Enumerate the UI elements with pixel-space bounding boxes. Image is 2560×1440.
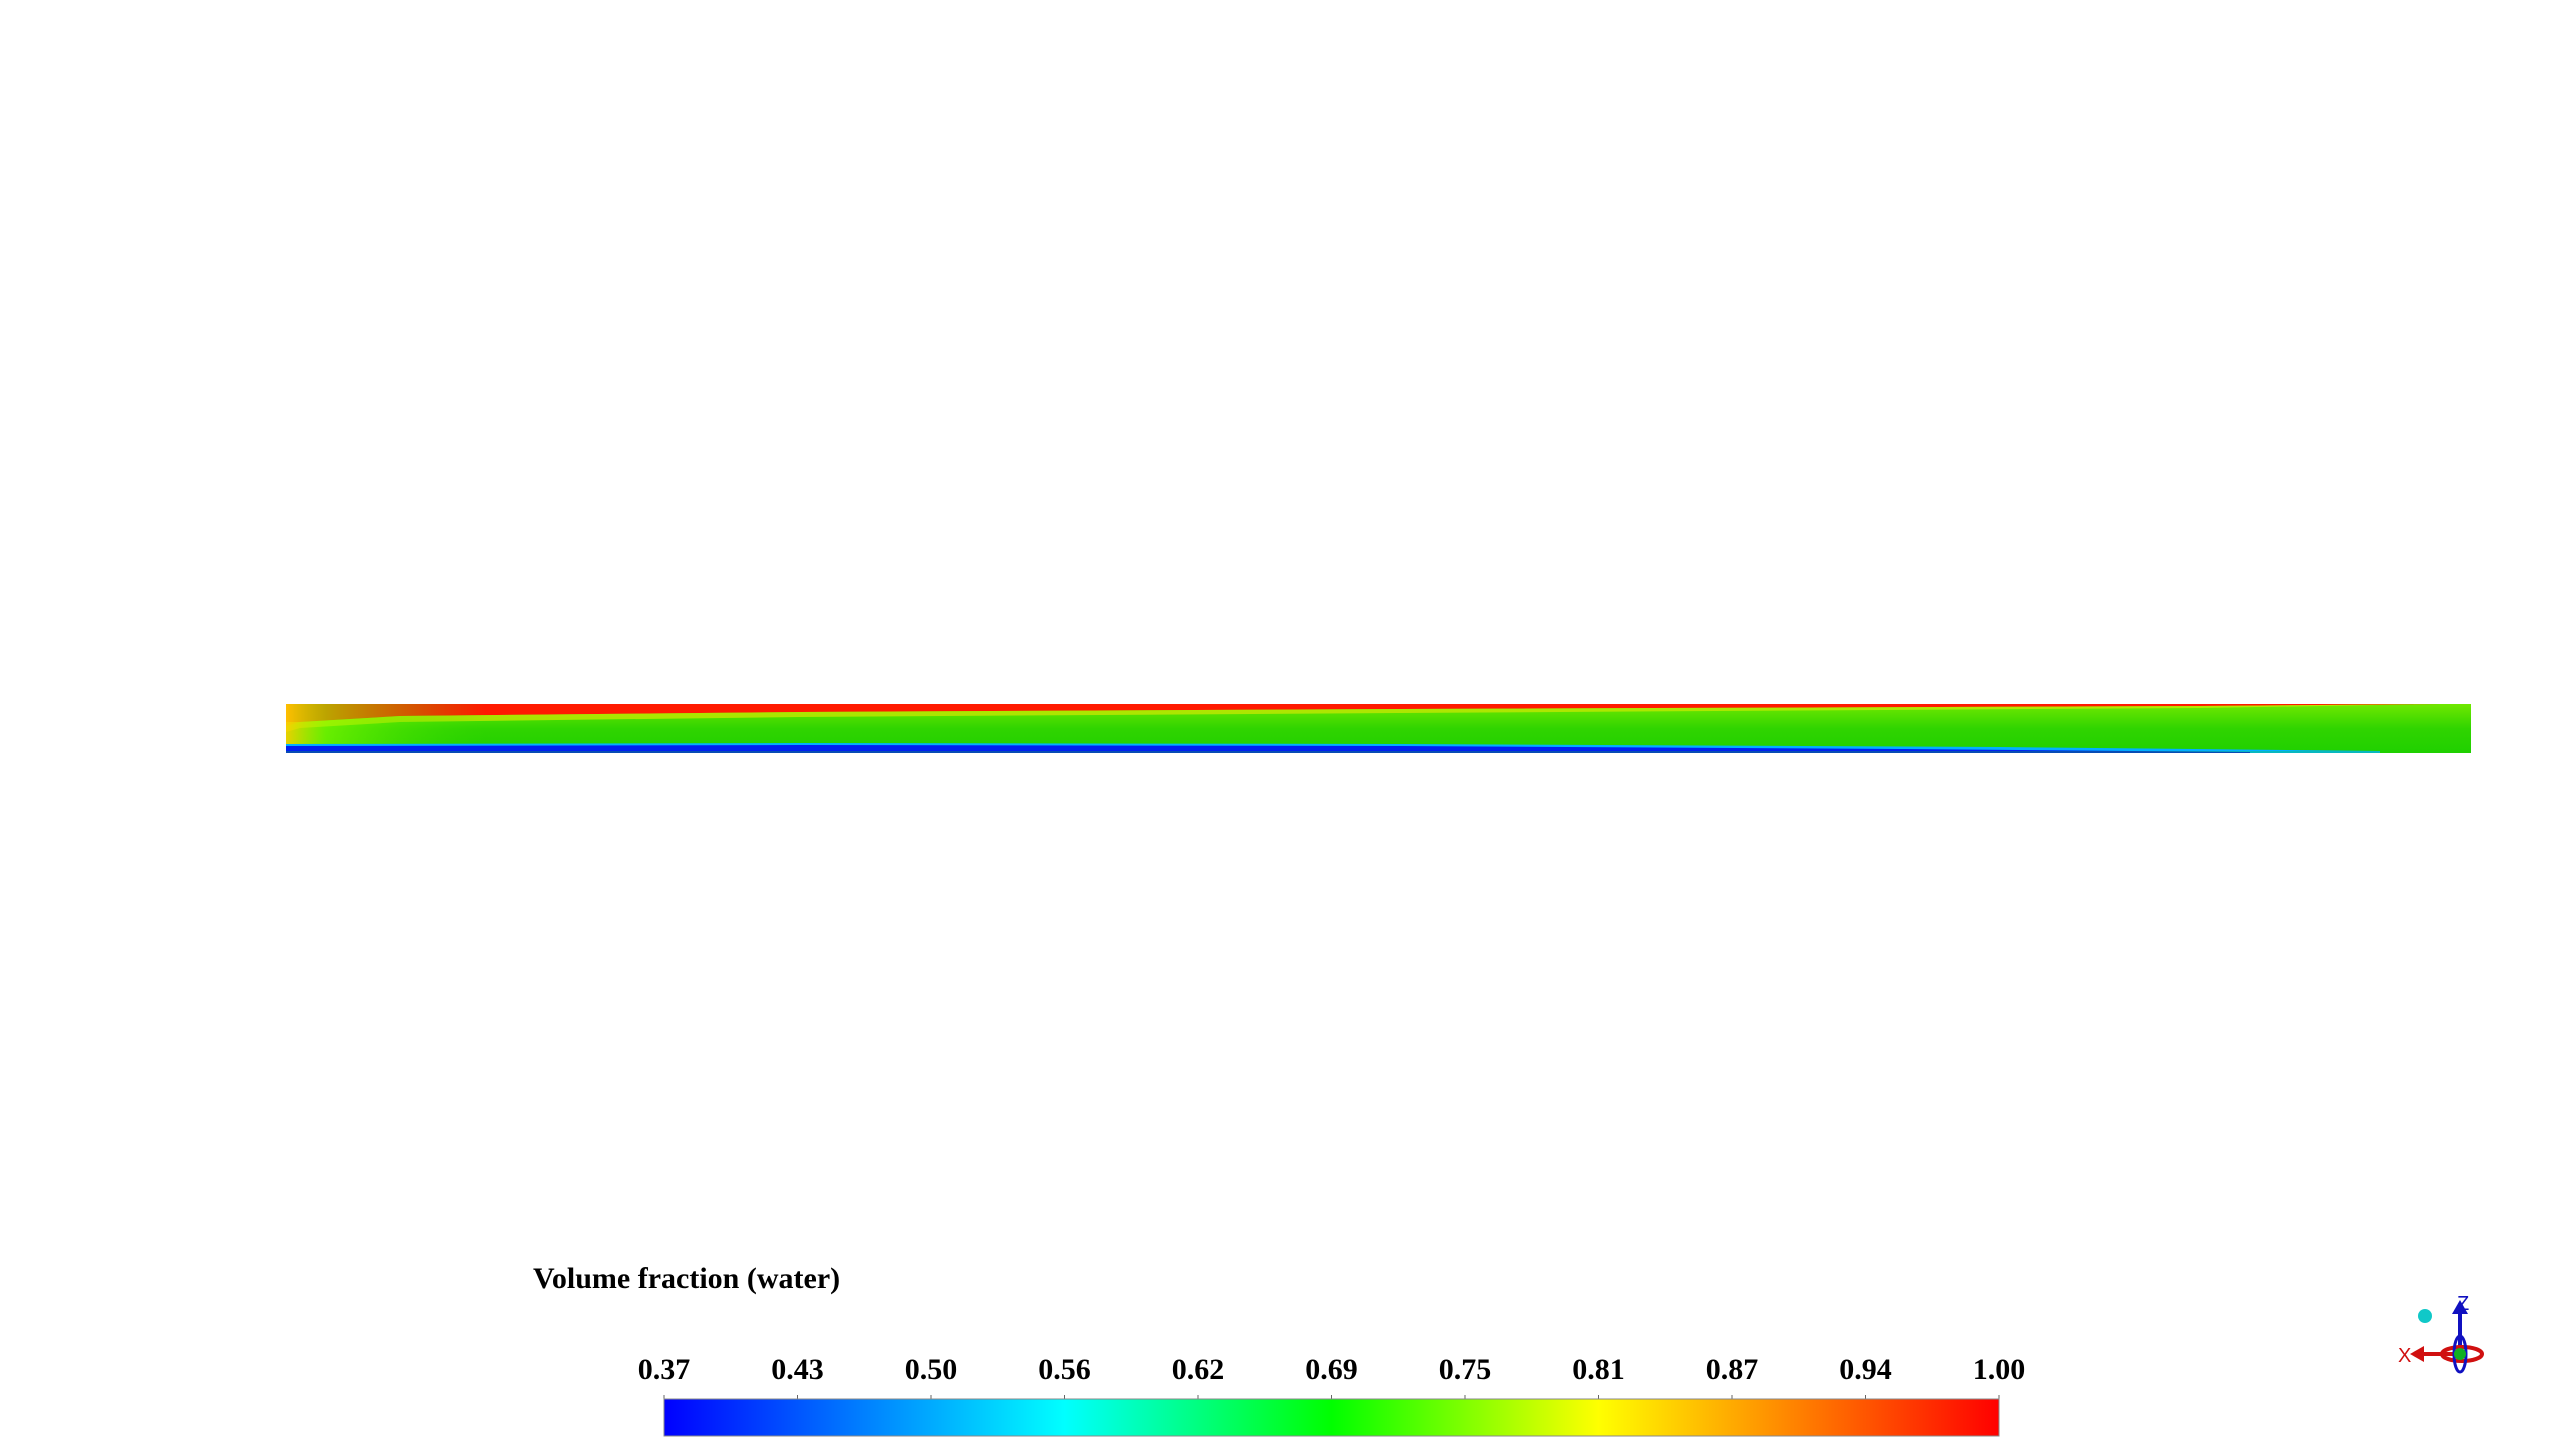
z-arrow [2452, 1300, 2468, 1314]
colorbar-label: 0.50 [905, 1353, 958, 1386]
colorbar-label: 0.81 [1572, 1353, 1625, 1386]
colorbar-title: Volume fraction (water) [533, 1262, 840, 1295]
x-arrow [2410, 1346, 2424, 1362]
colorbar-label: 0.75 [1439, 1353, 1492, 1386]
pipe-edge [286, 751, 2471, 753]
bottom-layer [286, 745, 2250, 753]
x-ring [2440, 1345, 2484, 1363]
colorbar-ticks: 0.37 0.43 0.50 0.56 0.62 0.69 0.75 0.81 0.87 0.94… [638, 1353, 2026, 1405]
z-label: Z [2457, 1293, 2469, 1315]
colorbar-label: 0.37 [638, 1353, 691, 1386]
colorbar-label: 0.56 [1038, 1353, 1091, 1386]
triad-dot [2418, 1309, 2432, 1323]
pipe-contour [286, 704, 2471, 753]
axes-triad: Z X [2398, 1293, 2484, 1374]
colorbar-label: 0.69 [1305, 1353, 1358, 1386]
colorbar [663, 1398, 2000, 1437]
y-axis [2454, 1348, 2466, 1360]
colorbar-label: 1.00 [1973, 1353, 2026, 1386]
colorbar-label: 0.43 [771, 1353, 824, 1386]
x-label: X [2398, 1345, 2411, 1367]
colorbar-label: 0.62 [1172, 1353, 1225, 1386]
colorbar-label: 0.87 [1706, 1353, 1759, 1386]
colorbar-label: 0.94 [1839, 1353, 1892, 1386]
